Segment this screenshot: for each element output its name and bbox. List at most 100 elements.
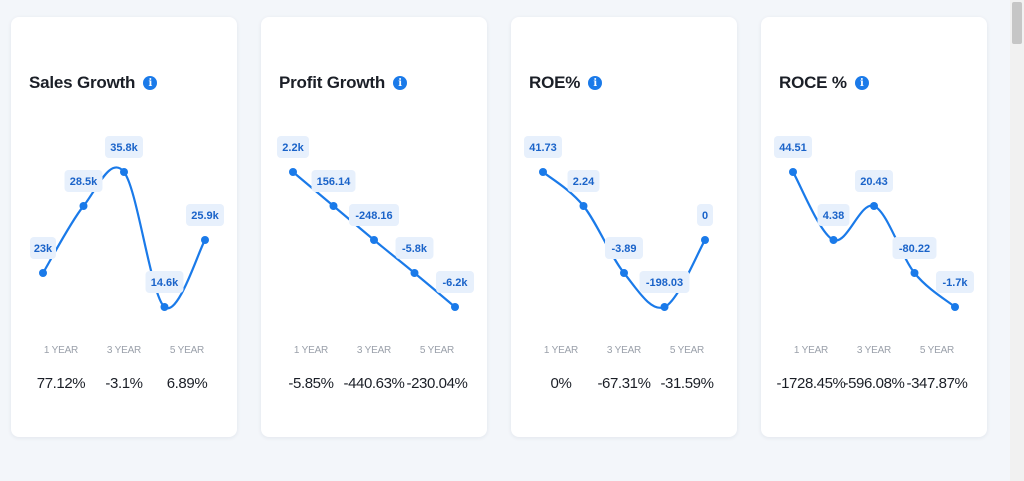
return-3-year: -3.1% [105,375,143,392]
data-label: -80.22 [892,237,937,259]
data-label: -198.03 [639,271,690,293]
data-point[interactable] [579,202,588,210]
data-label: 2.24 [567,170,600,192]
period-5-year: 5 YEAR [669,345,705,356]
data-point[interactable] [951,303,959,311]
svg-text:14.6k: 14.6k [151,277,179,289]
data-label: 23k [30,237,56,259]
svg-text:-3.89: -3.89 [611,243,636,255]
svg-text:20.43: 20.43 [860,176,888,188]
svg-text:0: 0 [702,210,708,222]
data-label: 14.6k [145,271,184,293]
data-label: 35.8k [105,136,143,158]
data-point[interactable] [201,236,209,244]
period-1-year: 1 YEAR [543,345,579,356]
info-icon[interactable]: i [143,76,158,90]
svg-text:23k: 23k [34,243,53,255]
info-icon[interactable]: i [588,76,603,90]
return-5-year: -230.04% [406,375,468,392]
data-point[interactable] [39,269,47,277]
period-5-year: 5 YEAR [419,345,455,356]
data-point[interactable] [410,269,419,277]
svg-text:-80.22: -80.22 [899,243,930,255]
data-label: -3.89 [605,237,643,259]
period-3-year: 3 YEAR [106,345,142,356]
data-point[interactable] [829,236,838,244]
data-point[interactable] [329,202,338,210]
sales-growth-card: Sales Growth i 23k 28.5k 35.8k 14.6k 25.9k 1… [11,17,237,437]
svg-text:-1.7k: -1.7k [942,277,968,289]
data-label: -248.16 [349,204,399,226]
data-label: -5.8k [395,237,434,259]
return-1-year: -5.85% [288,375,334,392]
period-5-year: 5 YEAR [169,345,205,356]
data-point[interactable] [120,168,128,176]
return-5-year: 6.89% [166,375,208,392]
data-label: 41.73 [524,136,562,158]
profit-growth-chart: 2.2k 156.14 -248.16 -5.8k -6.2k [277,136,474,311]
card-title: Profit Growth i [279,73,407,93]
data-label: 156.14 [311,170,356,192]
page-scrollbar[interactable] [1010,0,1024,481]
period-1-year: 1 YEAR [43,345,79,356]
data-point[interactable] [289,168,297,176]
data-point[interactable] [370,236,378,244]
roce-card: ROCE % i 44.51 4.38 20.43 -80.22 -1.7k 1 YEA… [761,17,987,437]
period-3-year: 3 YEAR [356,345,392,356]
info-icon[interactable]: i [393,76,407,90]
data-label: 25.9k [186,204,224,226]
period-3-year: 3 YEAR [606,345,642,356]
data-point[interactable] [160,303,169,311]
info-icon[interactable]: i [854,76,869,90]
card-title-text: Profit Growth [279,73,385,92]
data-point[interactable] [660,303,669,311]
card-title-text: ROCE % [779,73,847,92]
data-label: 2.2k [277,136,309,158]
series-line [42,166,206,310]
return-values: -5.85% -440.63% -230.04% [261,375,487,395]
data-point[interactable] [701,236,709,244]
svg-text:41.73: 41.73 [529,142,557,154]
data-label: 0 [697,204,713,226]
return-3-year: -596.08% [843,375,905,392]
svg-text:4.38: 4.38 [823,210,844,222]
svg-text:44.51: 44.51 [779,142,807,154]
profit-growth-card: Profit Growth i 2.2k 156.14 -248.16 -5.8k -6… [261,17,487,437]
data-label: 4.38 [817,204,850,226]
svg-text:-248.16: -248.16 [355,210,392,222]
sales-growth-chart: 23k 28.5k 35.8k 14.6k 25.9k [30,136,224,311]
scrollbar-thumb[interactable] [1012,2,1022,44]
roe-card: ROE% i 41.73 2.24 -3.89 -198.03 0 1 YEAR 3 Y… [511,17,737,437]
return-1-year: 0% [550,375,572,392]
return-values: 77.12% -3.1% 6.89% [11,375,237,395]
data-point[interactable] [620,269,628,277]
return-values: -1728.45% -596.08% -347.87% [761,375,987,395]
data-point[interactable] [910,269,919,277]
period-labels: 1 YEAR 3 YEAR 5 YEAR [11,345,237,359]
return-3-year: -67.31% [597,375,651,392]
period-labels: 1 YEAR 3 YEAR 5 YEAR [261,345,487,359]
data-point[interactable] [789,168,797,176]
card-title: ROE% i [529,73,603,93]
data-label: -1.7k [936,271,974,293]
return-1-year: 77.12% [36,375,86,392]
return-1-year: -1728.45% [776,375,846,392]
svg-text:25.9k: 25.9k [191,210,219,222]
data-point[interactable] [870,202,878,210]
data-point[interactable] [451,303,459,311]
return-values: 0% -67.31% -31.59% [511,375,737,395]
svg-text:-6.2k: -6.2k [442,277,468,289]
svg-text:-5.8k: -5.8k [402,243,428,255]
return-3-year: -440.63% [343,375,405,392]
svg-text:156.14: 156.14 [317,176,352,188]
data-point[interactable] [539,168,547,176]
card-title: Sales Growth i [29,73,158,93]
svg-text:2.2k: 2.2k [282,142,304,154]
return-5-year: -31.59% [660,375,714,392]
svg-text:28.5k: 28.5k [70,176,98,188]
data-point[interactable] [79,202,88,210]
card-title: ROCE % i [779,73,869,93]
roe-chart: 41.73 2.24 -3.89 -198.03 0 [524,136,713,311]
data-label: 20.43 [855,170,893,192]
period-labels: 1 YEAR 3 YEAR 5 YEAR [511,345,737,359]
